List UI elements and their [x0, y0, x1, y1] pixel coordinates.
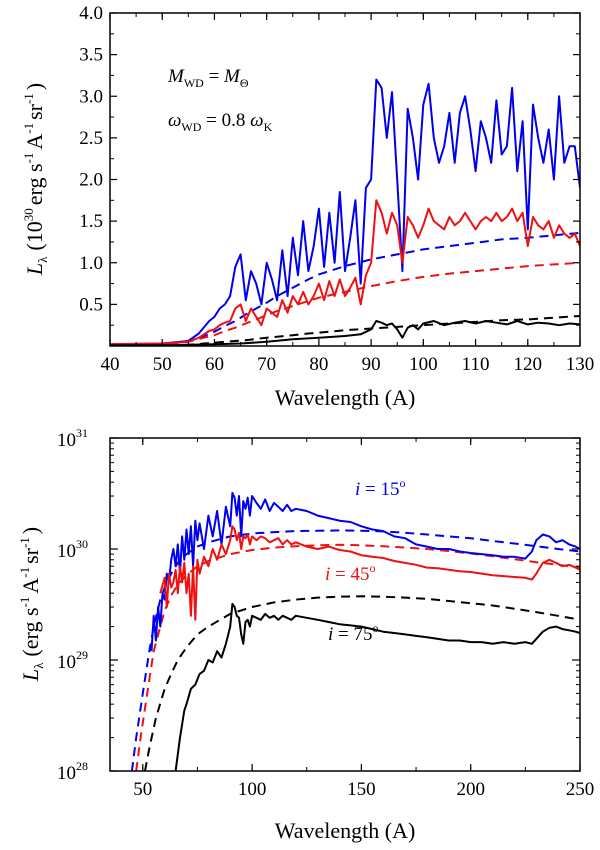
top-x-tick-label: 50 — [153, 354, 172, 375]
top-y-axis-title: Lλ(1030erg s-1A-1sr-1) — [21, 83, 50, 276]
bottom-series-group — [130, 491, 580, 771]
top-y-tick-label: 3.0 — [79, 86, 103, 107]
top-series-blue — [110, 78, 580, 346]
bottom-x-axis-title: Wavelength (A) — [275, 818, 416, 843]
top-x-tick-label: 40 — [101, 354, 120, 375]
label-i-45: i = 45o — [325, 561, 376, 585]
bottom-y-tick-label: 1029 — [57, 648, 88, 673]
bottom-tick-group: 50 100 150 200 250 1028 1029 1030 1031 — [57, 426, 594, 800]
label-i-15: i = 15o — [355, 476, 406, 500]
top-x-tick-label: 130 — [566, 354, 595, 375]
top-x-tick-label: 80 — [309, 354, 328, 375]
top-x-tick-label: 70 — [257, 354, 276, 375]
bottom-y-tick-label: 1028 — [57, 759, 88, 784]
top-series-group — [110, 78, 580, 346]
bottom-y-axis-title: Lλ(erg s-1A-1sr-1) — [17, 527, 46, 682]
top-x-tick-label: 90 — [362, 354, 381, 375]
top-x-tick-label: 110 — [462, 354, 490, 375]
top-series-red-dashed — [110, 261, 580, 346]
top-y-tick-label: 3.5 — [79, 45, 103, 66]
bottom-x-tick-label: 150 — [347, 779, 376, 800]
top-annotation-line1: MWD = MΘ — [167, 66, 249, 90]
label-i-75: i = 75o — [328, 621, 379, 645]
top-series-red — [110, 199, 580, 346]
top-y-tick-label: 2.5 — [79, 128, 103, 149]
bottom-x-tick-label: 100 — [238, 779, 267, 800]
bottom-x-tick-label: 200 — [456, 779, 485, 800]
top-x-axis-title: Wavelength (A) — [275, 385, 416, 410]
top-y-tick-label: 0.5 — [79, 294, 103, 315]
bottom-y-tick-label: 1031 — [57, 426, 88, 451]
top-tick-group: 40 50 60 70 80 90 100 110 120 130 0.5 1.0 1.5 2.0 2.5 3… — [79, 3, 594, 375]
bottom-series-red-dashed — [135, 543, 580, 771]
bottom-y-tick-label: 1030 — [57, 537, 88, 562]
top-x-tick-label: 120 — [514, 354, 543, 375]
top-series-blue-dashed — [110, 231, 580, 346]
bottom-x-tick-label: 250 — [566, 779, 595, 800]
bottom-plot-frame — [109, 437, 581, 772]
top-y-tick-label: 4.0 — [79, 3, 103, 24]
top-y-tick-label: 1.5 — [79, 211, 103, 232]
bottom-series-black — [174, 602, 580, 771]
bottom-series-blue-dashed — [130, 529, 580, 771]
bottom-series-black-dashed — [144, 595, 580, 771]
bottom-panel: 50 100 150 200 250 1028 1029 1030 1031 i = 15o i… — [17, 426, 594, 843]
top-panel: 40 50 60 70 80 90 100 110 120 130 0.5 1.0 1.5 2.0 2.5 3… — [21, 3, 594, 410]
top-y-tick-label: 1.0 — [79, 253, 103, 274]
bottom-x-tick-label: 50 — [133, 779, 152, 800]
top-y-tick-label: 2.0 — [79, 170, 103, 191]
top-series-black — [110, 320, 580, 346]
top-x-tick-label: 100 — [409, 354, 438, 375]
top-annotation-line2: ωWD = 0.8 ωK — [168, 110, 273, 134]
bottom-series-red — [159, 525, 580, 621]
top-x-tick-label: 60 — [205, 354, 224, 375]
